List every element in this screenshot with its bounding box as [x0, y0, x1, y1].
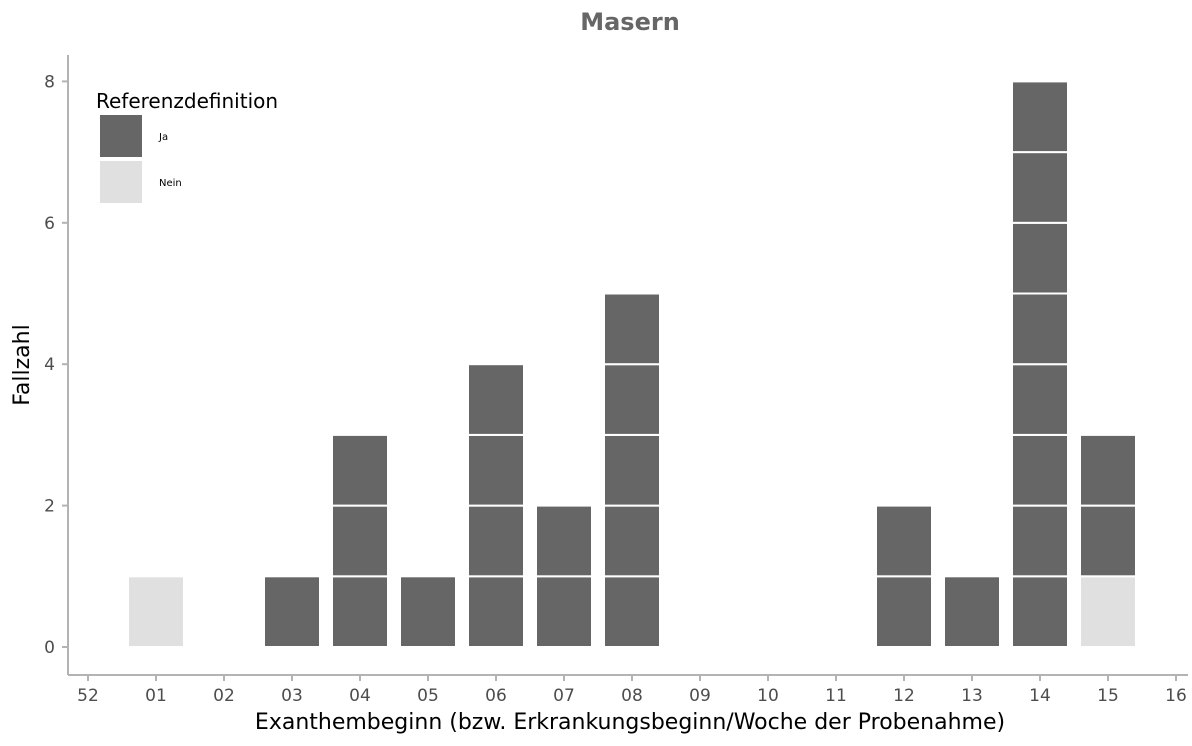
- bar-segment-14-ja-7: [1011, 151, 1069, 224]
- bar-segment-06-ja-4: [467, 363, 525, 436]
- bar-segment-14-ja-3: [1011, 433, 1069, 507]
- legend-items: Ja Nein: [98, 113, 182, 205]
- x-tick-label-52: 52: [77, 686, 99, 706]
- bar-segment-14-ja-2: [1011, 504, 1069, 578]
- legend-swatch-nein: [98, 159, 144, 205]
- x-tick-label-10: 10: [757, 686, 779, 706]
- y-axis-title: Fallzahl: [10, 324, 35, 405]
- x-tick-label-15: 15: [1097, 686, 1119, 706]
- x-tick-label-03: 03: [281, 686, 303, 706]
- x-tick-label-07: 07: [553, 686, 575, 706]
- bar-segment-13-ja-1: [943, 575, 1001, 648]
- bar-segment-07-ja-1: [535, 575, 593, 648]
- bar-segment-15-nein-1: [1079, 575, 1137, 648]
- bar-segment-15-ja-2: [1079, 433, 1137, 507]
- y-tick-label-4: 4: [44, 355, 55, 375]
- y-tick-label-0: 0: [44, 638, 55, 658]
- chart-title: Masern: [580, 8, 680, 36]
- legend: Referenzdefinition Ja Nein: [96, 89, 278, 205]
- bar-segment-14-ja-1: [1011, 575, 1069, 648]
- x-tick-label-16: 16: [1165, 686, 1187, 706]
- x-tick-label-08: 08: [621, 686, 643, 706]
- bar-segment-15-ja-1: [1079, 504, 1137, 578]
- y-tick-label-6: 6: [44, 214, 55, 234]
- bar-segment-06-ja-3: [467, 433, 525, 507]
- x-tick-label-02: 02: [213, 686, 235, 706]
- bar-segment-06-ja-1: [467, 575, 525, 648]
- x-tick-label-09: 09: [689, 686, 711, 706]
- bar-segment-12-ja-2: [875, 504, 933, 578]
- legend-label-ja: Ja: [158, 132, 168, 143]
- bar-segment-01-nein-1: [127, 575, 185, 648]
- y-tick-label-2: 2: [44, 497, 55, 517]
- bar-segment-06-ja-2: [467, 504, 525, 578]
- bar-segment-12-ja-1: [875, 575, 933, 648]
- bar-segment-08-ja-5: [603, 292, 661, 366]
- bar-segment-04-ja-1: [331, 575, 389, 648]
- x-tick-label-04: 04: [349, 686, 371, 706]
- x-tick-label-11: 11: [825, 686, 847, 706]
- legend-title: Referenzdefinition: [96, 89, 278, 113]
- bar-segment-05-ja-1: [399, 575, 457, 648]
- x-tick-label-13: 13: [961, 686, 983, 706]
- bar-segment-03-ja-1: [263, 575, 321, 648]
- bar-segment-14-ja-6: [1011, 221, 1069, 295]
- bar-segment-14-ja-4: [1011, 363, 1069, 436]
- y-ticks: 0 2 4 6 8: [44, 72, 68, 658]
- x-ticks: 52 01 02 03 04 05 06 07 08 09 10 11 12 13 14 15 16: [77, 675, 1187, 706]
- x-tick-label-05: 05: [417, 686, 439, 706]
- legend-swatch-ja: [98, 113, 144, 159]
- bar-segment-04-ja-2: [331, 504, 389, 578]
- x-tick-label-14: 14: [1029, 686, 1051, 706]
- x-tick-label-01: 01: [145, 686, 167, 706]
- bar-segment-14-ja-8: [1011, 80, 1069, 154]
- legend-label-nein: Nein: [159, 178, 182, 189]
- bar-segment-04-ja-3: [331, 433, 389, 507]
- bar-segment-08-ja-3: [603, 433, 661, 507]
- x-axis-title: Exanthembeginn (bzw. Erkrankungsbeginn/W…: [255, 710, 1005, 735]
- bar-segment-08-ja-1: [603, 575, 661, 648]
- x-tick-label-12: 12: [893, 686, 915, 706]
- bar-segment-08-ja-2: [603, 504, 661, 578]
- bar-segment-14-ja-5: [1011, 292, 1069, 366]
- y-tick-label-8: 8: [44, 72, 55, 92]
- bars-layer: [127, 80, 1137, 648]
- bar-segment-08-ja-4: [603, 363, 661, 436]
- bar-segment-07-ja-2: [535, 504, 593, 578]
- x-tick-label-06: 06: [485, 686, 507, 706]
